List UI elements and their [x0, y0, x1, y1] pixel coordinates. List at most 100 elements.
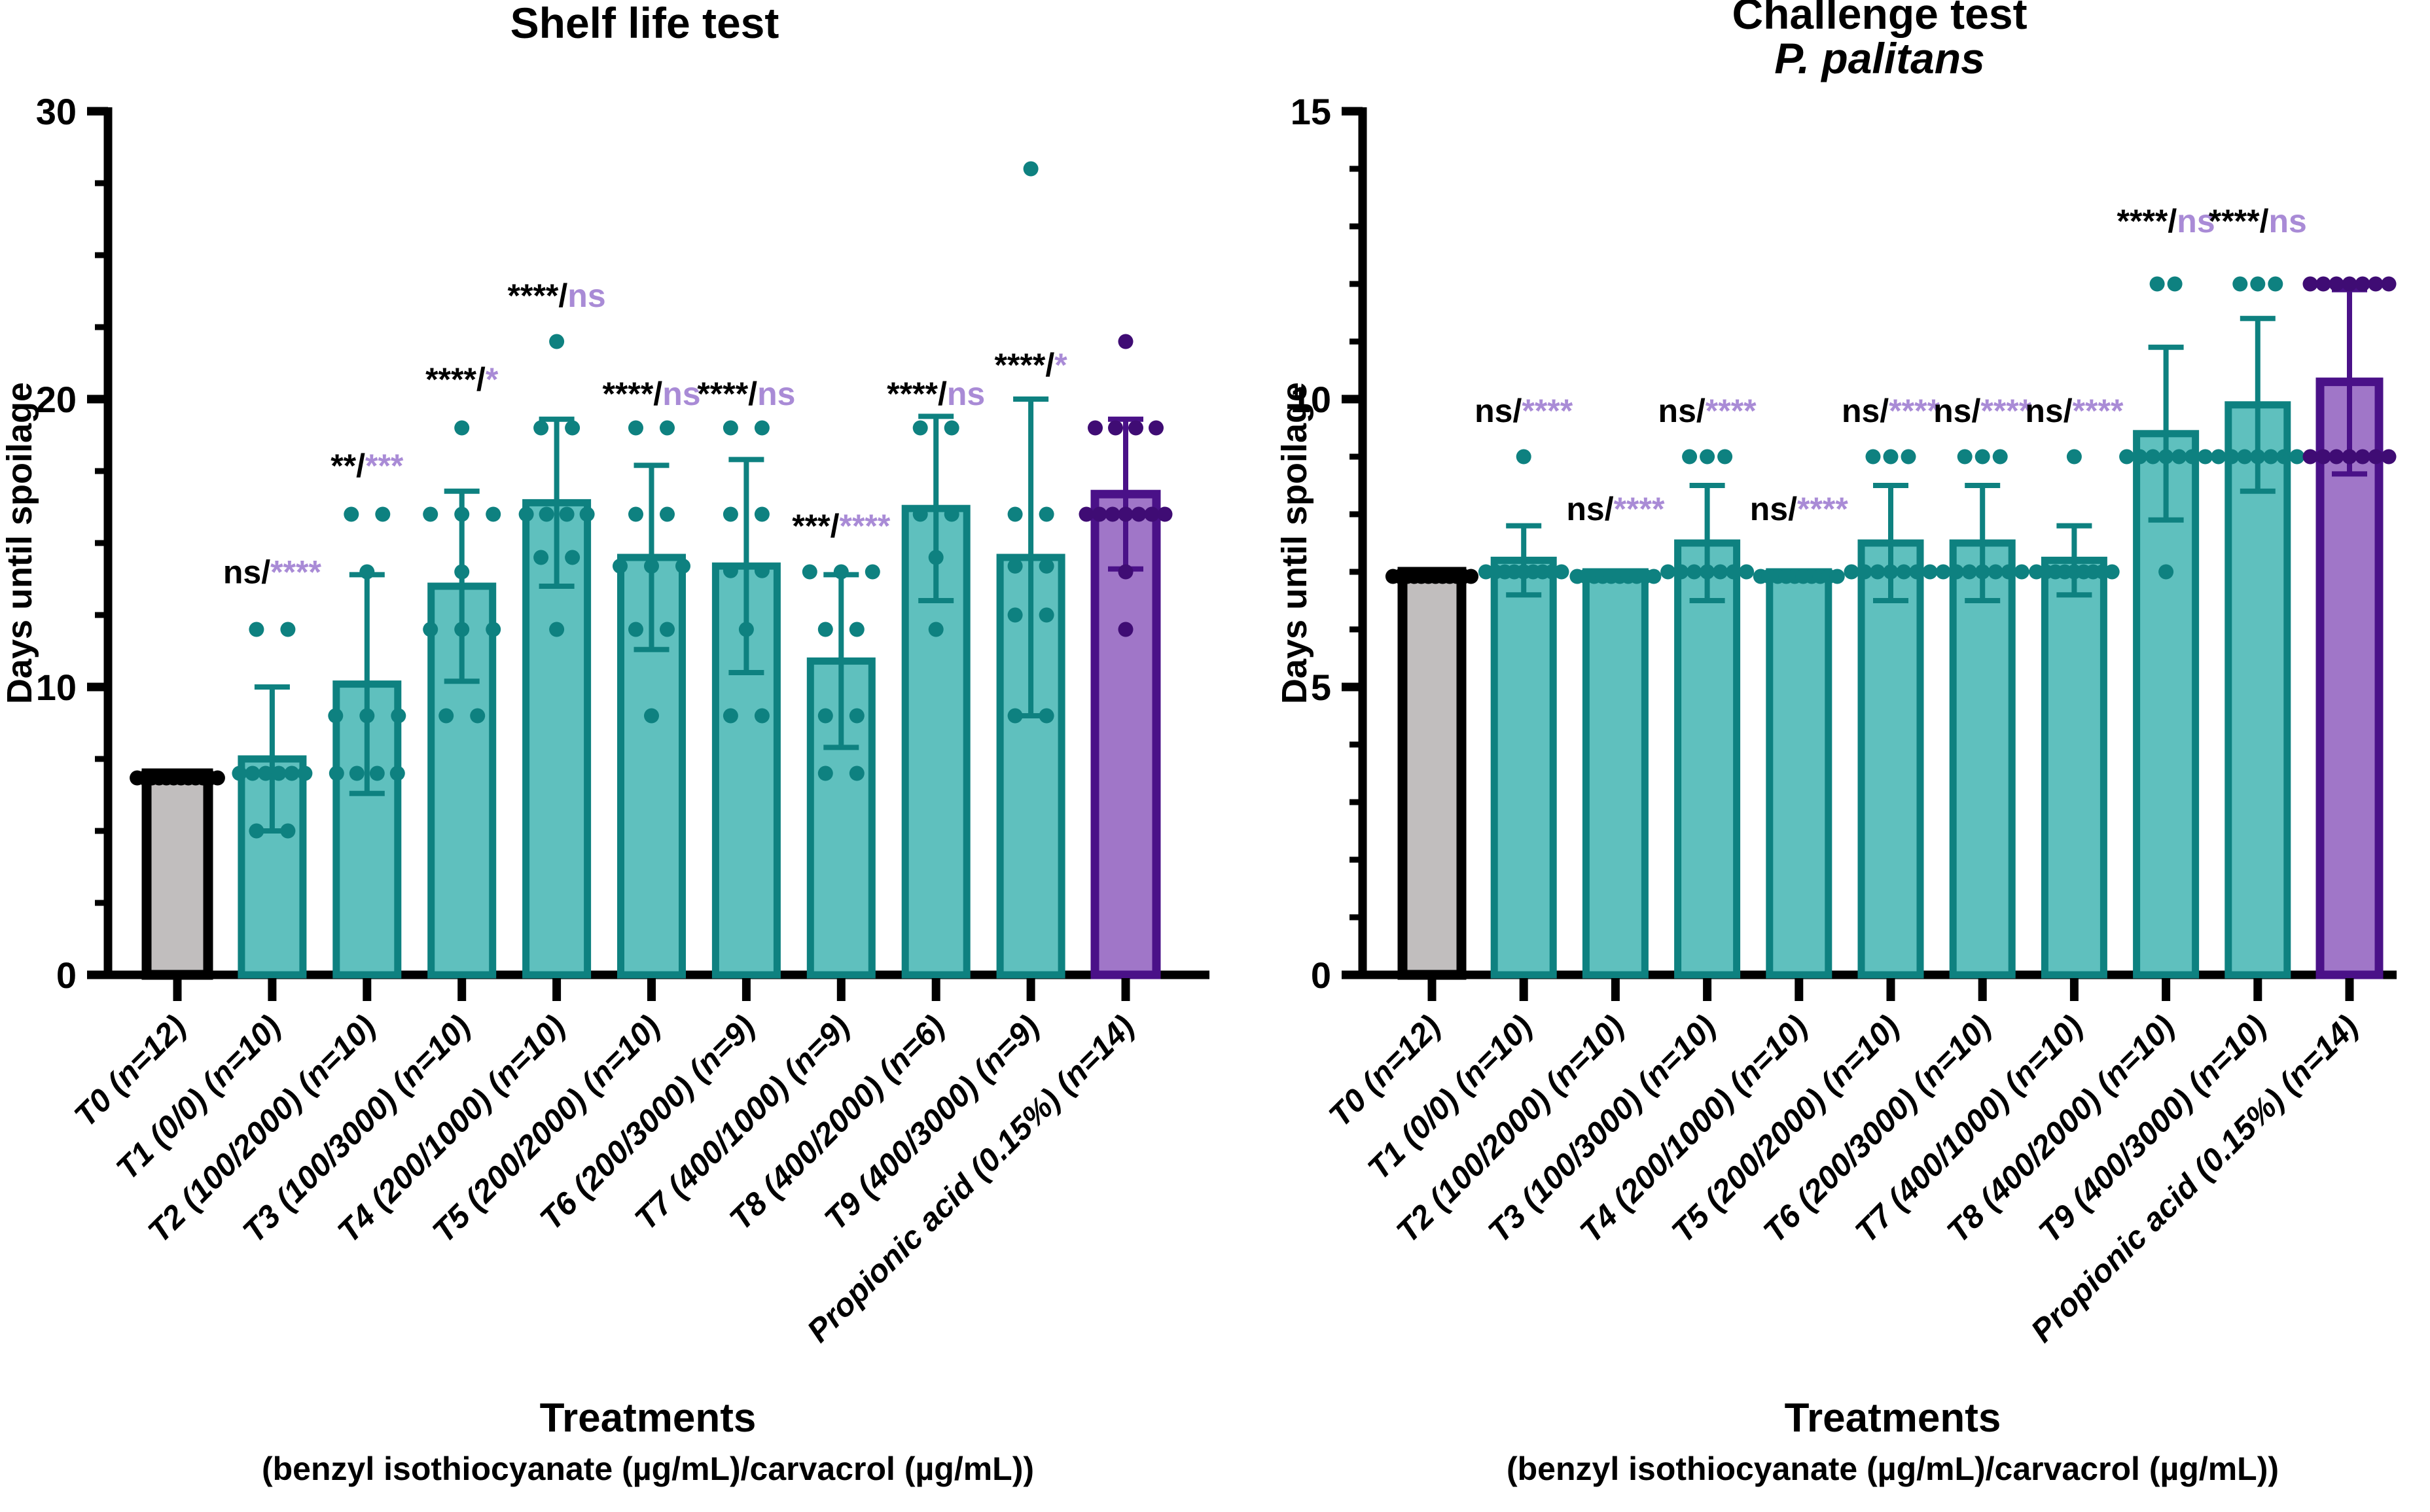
- significance-label: ****/ns: [2209, 203, 2307, 239]
- data-point: [675, 558, 690, 574]
- data-point: [391, 708, 406, 724]
- chart-title-line: P. palitans: [1774, 34, 1985, 82]
- data-point: [754, 563, 770, 578]
- data-point: [1713, 564, 1728, 580]
- data-point: [2342, 449, 2357, 465]
- data-point: [1961, 564, 1977, 580]
- data-point: [1463, 569, 1479, 584]
- data-point: [2342, 276, 2357, 292]
- significance-vs-control: ns/: [1842, 393, 1889, 429]
- data-point: [1901, 449, 1916, 465]
- significance-vs-propionic: ***: [365, 448, 404, 484]
- data-point: [628, 506, 643, 522]
- data-point: [817, 622, 833, 637]
- significance-label: **/***: [331, 448, 404, 484]
- data-point: [1957, 449, 1973, 465]
- data-point: [579, 506, 595, 522]
- data-point: [833, 564, 849, 580]
- data-point: [1131, 506, 1147, 522]
- data-point: [2250, 449, 2266, 465]
- significance-vs-propionic: ns: [662, 376, 700, 412]
- chart-title-line: Challenge test: [1732, 0, 2027, 38]
- data-point: [539, 506, 554, 522]
- data-point: [559, 506, 575, 522]
- x-category-label: Propionic acid (0.15%) (n=14): [2024, 1009, 2365, 1350]
- data-point: [1118, 334, 1134, 349]
- x-category-label: T1 (0/0) (n=10): [1361, 1009, 1539, 1187]
- data-point: [344, 506, 359, 522]
- significance-vs-control: ****/: [697, 376, 757, 412]
- y-tick-label: 10: [36, 667, 77, 708]
- data-point: [1844, 564, 1859, 580]
- significance-vs-propionic: ****: [1980, 393, 2031, 429]
- data-point: [1829, 569, 1845, 584]
- significance-label: ns/****: [223, 554, 322, 591]
- data-point: [817, 708, 833, 724]
- data-point: [1039, 558, 1054, 574]
- significance-vs-control: ****/: [2117, 203, 2177, 239]
- data-point: [802, 564, 817, 580]
- data-point: [454, 420, 470, 436]
- data-point: [2145, 449, 2161, 465]
- data-point: [438, 708, 454, 724]
- data-point: [209, 770, 225, 786]
- data-point: [2276, 449, 2292, 465]
- significance-vs-control: ***/: [792, 508, 839, 544]
- data-point: [1023, 161, 1039, 177]
- data-point: [660, 420, 675, 436]
- x-category-label: T1 (0/0) (n=10): [110, 1009, 288, 1187]
- data-point: [359, 708, 375, 724]
- data-point: [486, 622, 501, 637]
- data-point: [928, 622, 944, 637]
- data-point: [565, 550, 581, 565]
- data-point: [1118, 564, 1134, 580]
- data-point: [2289, 449, 2305, 465]
- significance-vs-control: ns/: [1474, 393, 1522, 429]
- data-point: [1108, 420, 1123, 436]
- data-point: [2355, 449, 2370, 465]
- data-point: [1039, 708, 1054, 724]
- data-point: [723, 708, 738, 724]
- data-point: [723, 506, 738, 522]
- data-point: [533, 420, 549, 436]
- data-point: [423, 622, 438, 637]
- significance-vs-propionic: ****: [1706, 393, 1757, 429]
- significance-vs-control: ns/: [1750, 491, 1797, 527]
- data-point: [1700, 564, 1715, 580]
- data-point: [723, 563, 738, 578]
- data-point: [359, 564, 375, 580]
- significance-vs-control: ns/: [1933, 393, 1980, 429]
- data-point: [628, 420, 643, 436]
- data-point: [280, 622, 296, 637]
- significance-vs-control: ns/: [1658, 393, 1706, 429]
- significance-vs-propionic: *: [1054, 347, 1067, 383]
- y-tick-label: 20: [36, 379, 77, 420]
- data-point: [369, 765, 385, 781]
- data-point: [1088, 420, 1103, 436]
- data-point: [1079, 506, 1094, 522]
- data-point: [280, 823, 296, 839]
- significance-vs-propionic: ns: [947, 376, 985, 412]
- data-point: [271, 765, 287, 781]
- data-point: [754, 708, 770, 724]
- data-point: [1739, 564, 1755, 580]
- significance-label: ns/****: [1933, 393, 2032, 429]
- bar: [141, 768, 213, 980]
- data-point: [2315, 276, 2331, 292]
- data-point: [628, 622, 643, 637]
- data-point: [2368, 449, 2384, 465]
- data-point: [1007, 708, 1023, 724]
- data-point: [928, 550, 944, 565]
- data-point: [565, 420, 581, 436]
- data-point: [2014, 564, 2029, 580]
- data-point: [1883, 564, 1899, 580]
- bar-group-t0: T0 (n=12): [1323, 567, 1479, 1134]
- data-point: [1992, 449, 2008, 465]
- data-point: [2355, 276, 2370, 292]
- data-point: [849, 622, 865, 637]
- significance-vs-control: **/: [331, 448, 365, 484]
- data-point: [1007, 607, 1023, 623]
- chart-shelf-life: Shelf life test 0 10 20 30 Days until spoilag…: [0, 0, 1209, 1487]
- significance-vs-propionic: ns: [2268, 203, 2306, 239]
- significance-vs-propionic: *: [486, 361, 499, 398]
